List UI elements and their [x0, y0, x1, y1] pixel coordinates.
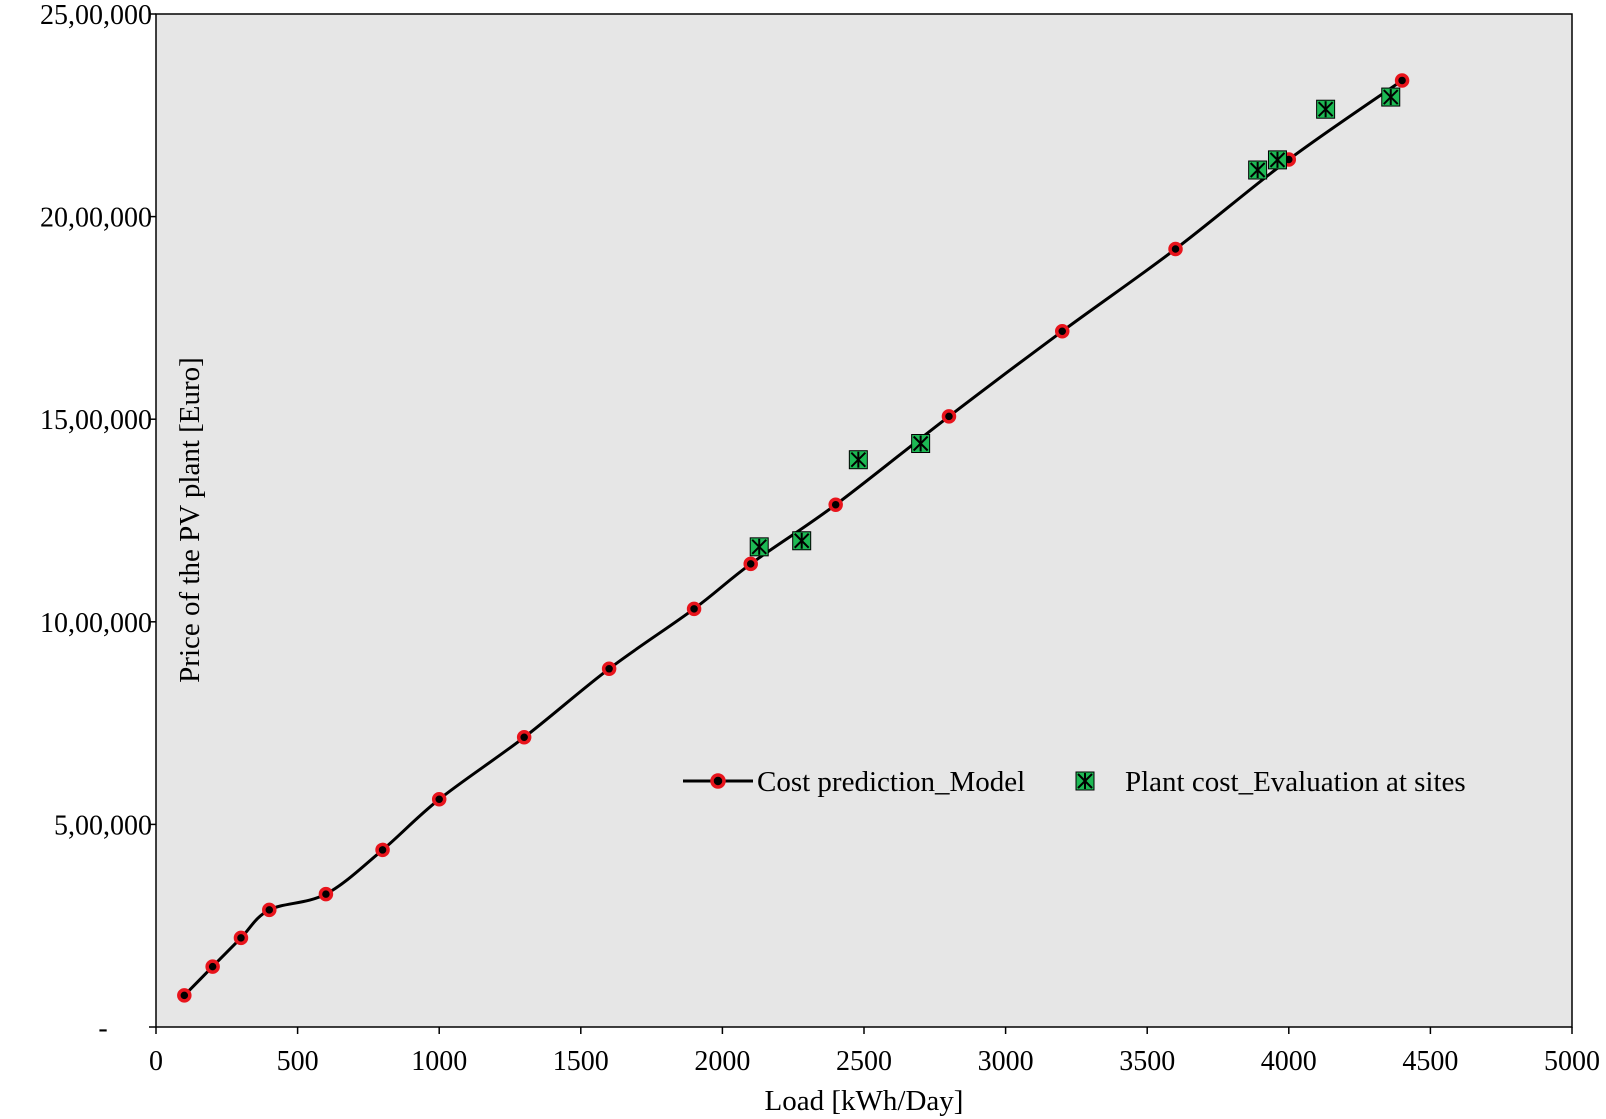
legend-site-marker [1075, 771, 1095, 791]
model-point [1168, 241, 1183, 257]
y-axis-title: Price of the PV plant [Euro] [174, 357, 206, 683]
x-tick-label: 4500 [1402, 1046, 1458, 1077]
x-axis: 0 500 1000 1500 2000 2500 3000 3500 4000 4500 5000 [149, 1027, 1600, 1077]
x-tick-label: 2500 [836, 1046, 892, 1077]
legend: Cost prediction_Model Plant cost_Evaluat… [683, 766, 1466, 798]
x-tick-label: 1000 [411, 1046, 467, 1077]
site-point [1381, 87, 1401, 107]
x-tick-label: 500 [277, 1046, 319, 1077]
model-point [375, 842, 390, 858]
x-tick-label: 2000 [694, 1046, 750, 1077]
model-series-markers [177, 73, 1410, 1003]
model-point [743, 556, 758, 572]
site-point [911, 434, 931, 454]
model-series-line [183, 79, 1403, 997]
model-point [318, 886, 334, 902]
y-tick-label: 10,00,000 [40, 608, 152, 639]
x-tick-label: 1500 [553, 1046, 609, 1077]
y-axis: - 5,00,000 10,00,000 15,00,000 20,00,000 25,0… [40, 0, 156, 1044]
x-axis-title: Load [kWh/Day] [765, 1085, 964, 1117]
model-point [262, 902, 277, 918]
legend-model-label: Cost prediction_Model [757, 766, 1025, 798]
model-point [1054, 324, 1070, 339]
model-point [686, 601, 702, 617]
model-point [177, 988, 192, 1003]
plot-area [155, 13, 1573, 1028]
x-tick-label: 4000 [1261, 1046, 1317, 1077]
y-tick-label: 5,00,000 [54, 810, 152, 841]
site-point [848, 450, 868, 470]
site-series-markers [749, 87, 1401, 557]
site-point [792, 531, 812, 551]
x-tick-label: 3500 [1119, 1046, 1175, 1077]
model-point [431, 792, 447, 807]
site-point [1267, 150, 1287, 170]
model-point [205, 959, 220, 974]
legend-model-marker [710, 773, 726, 789]
x-tick-label: 3000 [978, 1046, 1034, 1077]
model-point [233, 930, 249, 946]
model-point [828, 497, 843, 512]
site-point [1248, 160, 1268, 180]
site-point [1316, 99, 1336, 119]
y-tick-label: 25,00,000 [40, 0, 152, 31]
y-tick-label: 15,00,000 [40, 405, 152, 436]
x-tick-label: 0 [149, 1046, 163, 1077]
model-point [601, 661, 617, 677]
model-point [516, 730, 532, 745]
y-tick-label: - [98, 1013, 107, 1044]
x-tick-label: 5000 [1544, 1046, 1600, 1077]
site-point [749, 537, 769, 557]
model-point [1394, 73, 1410, 88]
y-tick-label: 20,00,000 [40, 203, 152, 234]
model-point [941, 409, 957, 424]
legend-site-label: Plant cost_Evaluation at sites [1125, 766, 1466, 798]
